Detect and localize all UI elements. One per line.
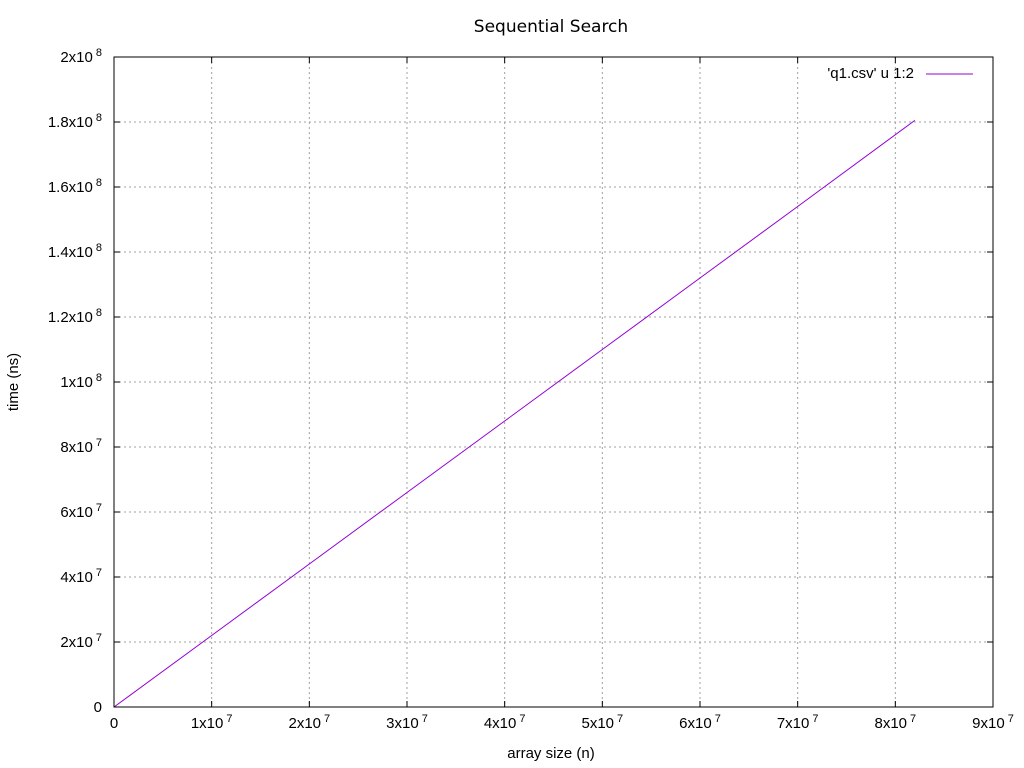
x-tick-label-base: 7x10: [777, 715, 810, 732]
y-tick-label-base: 8x10: [60, 439, 93, 456]
x-tick-label-base: 1x10: [191, 715, 224, 732]
x-axis-label: array size (n): [507, 745, 595, 762]
legend: 'q1.csv' u 1:2: [827, 65, 973, 82]
x-tick-label-exponent: 7: [226, 713, 232, 725]
x-tick-labels: 0 1x10 7 2x10 7 3x10 7 4x10 7 5x10 7 6x10 7 7x10 7 8x10…: [110, 713, 1014, 732]
x-tick-label-exponent: 7: [519, 713, 525, 725]
legend-label: 'q1.csv' u 1:2: [827, 65, 914, 82]
x-tick-label: 8x10 7: [875, 713, 917, 732]
x-tick-label: 3x10 7: [386, 713, 428, 732]
x-tick-label-exponent: 7: [715, 713, 721, 725]
y-tick-label-exponent: 8: [96, 242, 102, 254]
x-tick-label: 9x10 7: [972, 713, 1014, 732]
y-tick-label-exponent: 8: [96, 47, 102, 59]
x-tick-label-base: 4x10: [484, 715, 517, 732]
x-tick-label: 4x10 7: [484, 713, 526, 732]
x-tick-label-base: 9x10: [972, 715, 1005, 732]
y-tick-label-exponent: 7: [96, 567, 102, 579]
y-tick-label-base: 2x10: [60, 634, 93, 651]
y-tick-label: 8x10 7: [60, 437, 102, 456]
x-tick-label: 7x10 7: [777, 713, 819, 732]
x-tick-label: 5x10 7: [582, 713, 624, 732]
y-tick-label-base: 1.8x10: [48, 114, 93, 131]
y-tick-label: 1x10 8: [60, 372, 102, 391]
y-tick-label-base: 1.4x10: [48, 244, 93, 261]
y-tick-label: 6x10 7: [60, 502, 102, 521]
x-tick-label-base: 5x10: [582, 715, 615, 732]
y-tick-label-base: 0: [94, 699, 102, 716]
y-tick-label: 1.6x10 8: [48, 177, 102, 196]
x-tick-label-base: 2x10: [289, 715, 322, 732]
tick-layer: [113, 56, 994, 708]
y-axis-label: time (ns): [5, 353, 22, 411]
series-layer: [113, 119, 916, 708]
y-tick-label-base: 4x10: [60, 569, 93, 586]
series-line: [113, 119, 916, 708]
y-tick-label-base: 6x10: [60, 504, 93, 521]
y-tick-label: 4x10 7: [60, 567, 102, 586]
y-tick-label-base: 1.2x10: [48, 309, 93, 326]
x-tick-label-base: 3x10: [386, 715, 419, 732]
y-tick-label: 2x10 7: [60, 632, 102, 651]
y-tick-label-base: 1x10: [60, 374, 93, 391]
x-tick-label-base: 6x10: [679, 715, 712, 732]
y-tick-label-exponent: 8: [96, 307, 102, 319]
y-tick-label-exponent: 7: [96, 437, 102, 449]
x-tick-label-exponent: 7: [1008, 713, 1014, 725]
y-tick-label-exponent: 8: [96, 112, 102, 124]
x-tick-label: 6x10 7: [679, 713, 721, 732]
y-tick-label-base: 1.6x10: [48, 179, 93, 196]
x-tick-label-exponent: 7: [812, 713, 818, 725]
y-tick-label-base: 2x10: [60, 49, 93, 66]
y-tick-label: 1.8x10 8: [48, 112, 102, 131]
y-tick-label: 1.4x10 8: [48, 242, 102, 261]
y-tick-label: 0: [94, 699, 102, 716]
y-tick-label-exponent: 8: [96, 372, 102, 384]
y-tick-label: 2x10 8: [60, 47, 102, 66]
grid-layer: [114, 57, 993, 707]
x-tick-label: 1x10 7: [191, 713, 233, 732]
x-tick-label-base: 8x10: [875, 715, 908, 732]
y-tick-label-exponent: 7: [96, 502, 102, 514]
x-tick-label-exponent: 7: [617, 713, 623, 725]
y-tick-label-exponent: 7: [96, 632, 102, 644]
y-tick-label: 1.2x10 8: [48, 307, 102, 326]
x-tick-label: 0: [110, 715, 118, 732]
y-tick-label-exponent: 8: [96, 177, 102, 189]
x-tick-label-base: 0: [110, 715, 118, 732]
x-tick-label-exponent: 7: [422, 713, 428, 725]
x-tick-label-exponent: 7: [910, 713, 916, 725]
x-tick-label: 2x10 7: [289, 713, 331, 732]
chart-title: Sequential Search: [474, 17, 628, 37]
x-tick-label-exponent: 7: [324, 713, 330, 725]
